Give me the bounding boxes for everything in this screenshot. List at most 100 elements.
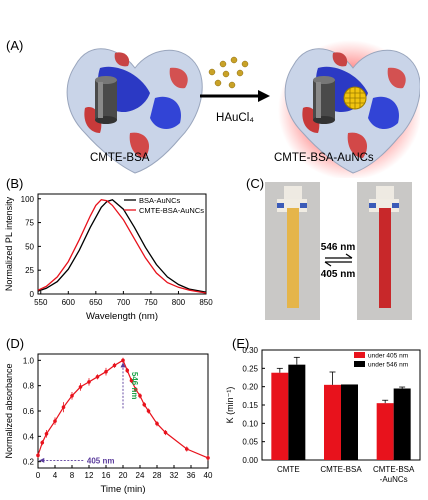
y-tick-label: 100 bbox=[21, 195, 35, 204]
x-tick-label: 850 bbox=[199, 298, 213, 307]
cmte-bsa-caption: CMTE-BSA bbox=[90, 152, 150, 164]
x-category-label: CMTE bbox=[277, 465, 300, 474]
x-tick-label: 800 bbox=[172, 298, 186, 307]
reaction-arrow bbox=[200, 90, 270, 102]
data-point bbox=[155, 421, 159, 426]
data-point bbox=[61, 405, 66, 409]
bar bbox=[288, 364, 306, 460]
reversible-arrows bbox=[324, 253, 353, 267]
y-tick-label: 0.30 bbox=[242, 346, 258, 355]
data-point bbox=[53, 419, 57, 423]
x-tick-label: 550 bbox=[34, 298, 48, 307]
panel-b-label: (B) bbox=[6, 176, 24, 191]
y-axis-label: K (min⁻¹) bbox=[225, 387, 235, 424]
absorbance-kinetics-chart: 0 4 8 12 16 20 24 28 32 36 40 0.2 0.4 0.6 0.8 1.0 Time (… bbox=[4, 353, 213, 495]
x-tick-label: 700 bbox=[117, 298, 131, 307]
x-category-label: CMTE-BSA bbox=[320, 465, 362, 474]
bar bbox=[271, 372, 289, 460]
series-line bbox=[37, 198, 207, 293]
plot-frame bbox=[37, 193, 207, 295]
y-tick-label: 1.0 bbox=[23, 356, 35, 365]
data-point bbox=[36, 453, 40, 458]
strip-cap-right bbox=[376, 186, 394, 200]
x-category-label: CMTE-BSA bbox=[373, 465, 415, 474]
panel-a-scheme: HAuCl₄ bbox=[66, 40, 420, 178]
gold-precursor-dots bbox=[208, 56, 249, 89]
data-point bbox=[184, 447, 189, 451]
legend-label: CMTE-BSA-AuNCs bbox=[139, 206, 204, 215]
legend-label: under 405 nm bbox=[368, 353, 408, 360]
forward-wavelength-label: 546 nm bbox=[321, 242, 356, 253]
bar bbox=[341, 384, 358, 460]
reverse-wavelength-label: 405 nm bbox=[321, 269, 356, 280]
y-tick-label: 0.10 bbox=[242, 419, 258, 428]
y-tick-label: 0 bbox=[30, 290, 35, 299]
data-point bbox=[142, 402, 147, 407]
data-point bbox=[129, 378, 134, 383]
series-line bbox=[37, 359, 209, 459]
y-axis-label: Normalized PL intensity bbox=[4, 196, 14, 291]
data-point bbox=[133, 387, 138, 392]
y-tick-label: 0.2 bbox=[23, 458, 35, 467]
data-point bbox=[206, 456, 210, 460]
y-tick-label: 0.8 bbox=[23, 382, 35, 391]
protein-structure-right bbox=[284, 48, 420, 174]
y-tick-label: 0.6 bbox=[23, 407, 35, 416]
x-axis-label: Time (min) bbox=[100, 484, 145, 495]
x-tick-label: 24 bbox=[136, 471, 145, 480]
data-point bbox=[78, 385, 83, 389]
reagent-label: HAuCl₄ bbox=[216, 112, 254, 124]
x-axis-label: Wavelength (nm) bbox=[86, 311, 158, 322]
data-point bbox=[163, 430, 168, 435]
x-tick-label: 20 bbox=[119, 471, 128, 480]
legend-label: under 546 nm bbox=[368, 362, 408, 369]
data-point bbox=[112, 363, 117, 368]
panel-c-label: (C) bbox=[246, 176, 265, 191]
data-point bbox=[104, 369, 108, 374]
cmte-bsa-aunc-caption: CMTE-BSA-AuNCs bbox=[274, 152, 374, 164]
x-tick-label: 28 bbox=[153, 471, 162, 480]
x-tick-label: 0 bbox=[36, 471, 41, 480]
legend-swatch bbox=[354, 361, 365, 367]
y-axis-label: Normalized absorbance bbox=[4, 363, 14, 458]
y-tick-label: 0.25 bbox=[242, 364, 258, 373]
bar bbox=[393, 388, 411, 460]
rate-constant-chart: 0.00 0.05 0.10 0.15 0.20 0.25 0.30 K (min⁻¹) CMT… bbox=[225, 346, 421, 484]
series-line bbox=[37, 198, 207, 294]
x-tick-label: 750 bbox=[144, 298, 158, 307]
x-tick-label: 8 bbox=[70, 471, 75, 480]
strip-cap-left bbox=[284, 186, 302, 200]
legend-label: BSA-AuNCs bbox=[139, 196, 181, 205]
data-point bbox=[146, 409, 151, 413]
data-point bbox=[87, 380, 91, 384]
yellow-strip bbox=[287, 208, 299, 308]
gold-nanocluster-icon bbox=[343, 86, 367, 110]
x-tick-label: 650 bbox=[89, 298, 103, 307]
data-point bbox=[125, 368, 130, 373]
data-point bbox=[138, 394, 142, 398]
y-tick-label: 25 bbox=[25, 266, 34, 275]
x-category-label: -AuNCs bbox=[380, 475, 408, 484]
bar bbox=[376, 403, 394, 460]
x-tick-label: 12 bbox=[85, 471, 94, 480]
legend-swatch bbox=[354, 352, 365, 358]
y-tick-label: 0.00 bbox=[242, 456, 258, 465]
pl-spectra-chart: 550 600 650 700 750 800 850 0 25 50 75 100 Wavelengt… bbox=[4, 193, 213, 322]
y-tick-label: 0.05 bbox=[242, 438, 258, 447]
x-tick-label: 32 bbox=[170, 471, 179, 480]
cmte-cylinder-left bbox=[95, 76, 117, 124]
data-point bbox=[121, 358, 125, 363]
y-tick-label: 0.15 bbox=[242, 401, 258, 410]
x-tick-label: 16 bbox=[102, 471, 111, 480]
bar bbox=[324, 384, 341, 460]
x-tick-label: 36 bbox=[187, 471, 196, 480]
panel-a-label: (A) bbox=[6, 38, 24, 53]
data-point bbox=[44, 432, 49, 436]
panel-d-label: (D) bbox=[6, 336, 25, 351]
data-point bbox=[95, 375, 100, 379]
x-tick-label: 40 bbox=[204, 471, 213, 480]
y-tick-label: 50 bbox=[25, 242, 34, 251]
annot-405-arrowhead bbox=[39, 457, 45, 463]
panel-e-label: (E) bbox=[232, 336, 250, 351]
annot-546-label: 546 nm bbox=[130, 372, 139, 400]
